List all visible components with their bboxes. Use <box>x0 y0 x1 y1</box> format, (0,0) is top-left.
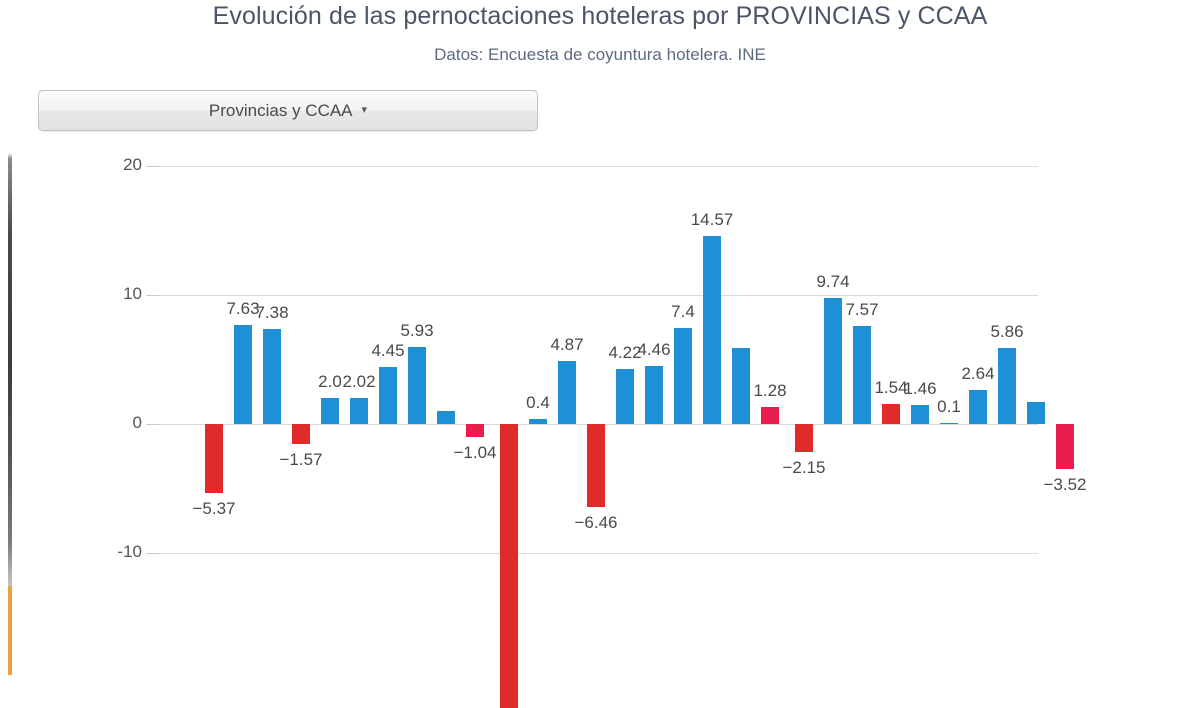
bar[interactable] <box>558 361 576 424</box>
chevron-down-icon: ▾ <box>361 104 368 116</box>
bar-value-label: 9.74 <box>816 272 850 292</box>
bar[interactable] <box>969 389 987 424</box>
bar[interactable] <box>911 405 929 424</box>
bar[interactable] <box>703 235 721 424</box>
bar[interactable] <box>263 328 281 424</box>
bar[interactable] <box>761 407 779 424</box>
dropdown-label: Provincias y CCAA <box>208 100 353 120</box>
bar-value-label: 7.63 <box>226 299 260 319</box>
bar[interactable] <box>998 348 1016 424</box>
bar[interactable] <box>379 366 397 424</box>
tick-dash-10 <box>146 294 159 296</box>
y-tick-label: 10 <box>123 283 142 303</box>
bar-value-label: 4.22 <box>608 343 642 363</box>
bar-value-label: 2.02 <box>342 371 376 391</box>
tick-dash-20 <box>146 165 159 167</box>
bar-value-label: −1.04 <box>453 443 497 463</box>
page-left-edge-strip <box>8 0 12 588</box>
bar-value-label: 1.54 <box>874 378 908 398</box>
bar-value-label: 2.64 <box>961 363 995 383</box>
bar[interactable] <box>437 410 455 424</box>
page-left-margin <box>12 0 18 675</box>
bar[interactable] <box>616 369 634 424</box>
gridline-10 <box>158 294 1038 296</box>
bar[interactable] <box>292 424 310 445</box>
bar-value-label: 0.1 <box>937 396 961 416</box>
page-title: Evolución de las pernoctaciones hotelera… <box>212 2 988 30</box>
bar[interactable] <box>645 366 663 424</box>
bar-value-label: 7.57 <box>845 300 879 320</box>
bar-value-label: 14.57 <box>690 209 734 229</box>
bar[interactable] <box>1056 424 1074 470</box>
tick-dash-0 <box>146 424 159 425</box>
bar-chart-plot: Variación anual (%) de pernoctaciones 20… <box>117 154 1087 708</box>
bar[interactable] <box>350 397 368 424</box>
bar-value-label: 1.28 <box>753 381 787 401</box>
bar[interactable] <box>1027 402 1045 424</box>
page-left-edge-accent <box>8 586 12 675</box>
bar-value-label: −5.37 <box>192 499 236 519</box>
bar[interactable] <box>940 422 958 424</box>
bar[interactable] <box>853 326 871 424</box>
bar[interactable] <box>587 424 605 508</box>
gridline-20 <box>158 165 1038 167</box>
bar-value-label: 2.0 <box>318 372 342 392</box>
bar[interactable] <box>408 347 426 424</box>
bar[interactable] <box>674 328 692 424</box>
provincias-ccaa-dropdown[interactable]: Provincias y CCAA ▾ <box>38 90 538 131</box>
bar-value-label: −1.57 <box>279 450 323 470</box>
y-tick-label: -10 <box>117 542 142 562</box>
y-tick-label: 20 <box>123 154 142 174</box>
bar-value-label: −2.15 <box>782 457 826 477</box>
bar[interactable] <box>500 424 518 708</box>
bar[interactable] <box>321 398 339 424</box>
chart-subtitle: Datos: Encuesta de coyuntura hotelera. I… <box>434 45 766 64</box>
y-tick-label: 0 <box>132 413 142 432</box>
bar-value-label: 7.38 <box>255 302 289 322</box>
bar[interactable] <box>466 424 484 438</box>
bar-value-label: 4.46 <box>637 340 671 360</box>
bar-value-label: 5.93 <box>400 321 434 341</box>
bar[interactable] <box>205 424 223 494</box>
bar-value-label: 4.87 <box>550 335 584 355</box>
bar-value-label: 0.4 <box>526 392 550 412</box>
bar-value-label: −6.46 <box>574 513 618 533</box>
bar[interactable] <box>882 404 900 424</box>
bar-value-label: 4.45 <box>371 340 405 360</box>
bar-value-label: 1.46 <box>903 379 937 399</box>
bar[interactable] <box>529 418 547 424</box>
bar-value-label: 7.4 <box>671 302 695 322</box>
bar[interactable] <box>234 325 252 424</box>
bar-value-label: −3.52 <box>1043 475 1087 495</box>
tick-dash--10 <box>146 553 159 555</box>
bar[interactable] <box>824 298 842 424</box>
gridline--10 <box>158 553 1038 555</box>
bar-value-label: 5.86 <box>990 322 1024 342</box>
bar[interactable] <box>795 424 813 452</box>
bar[interactable] <box>732 347 750 424</box>
